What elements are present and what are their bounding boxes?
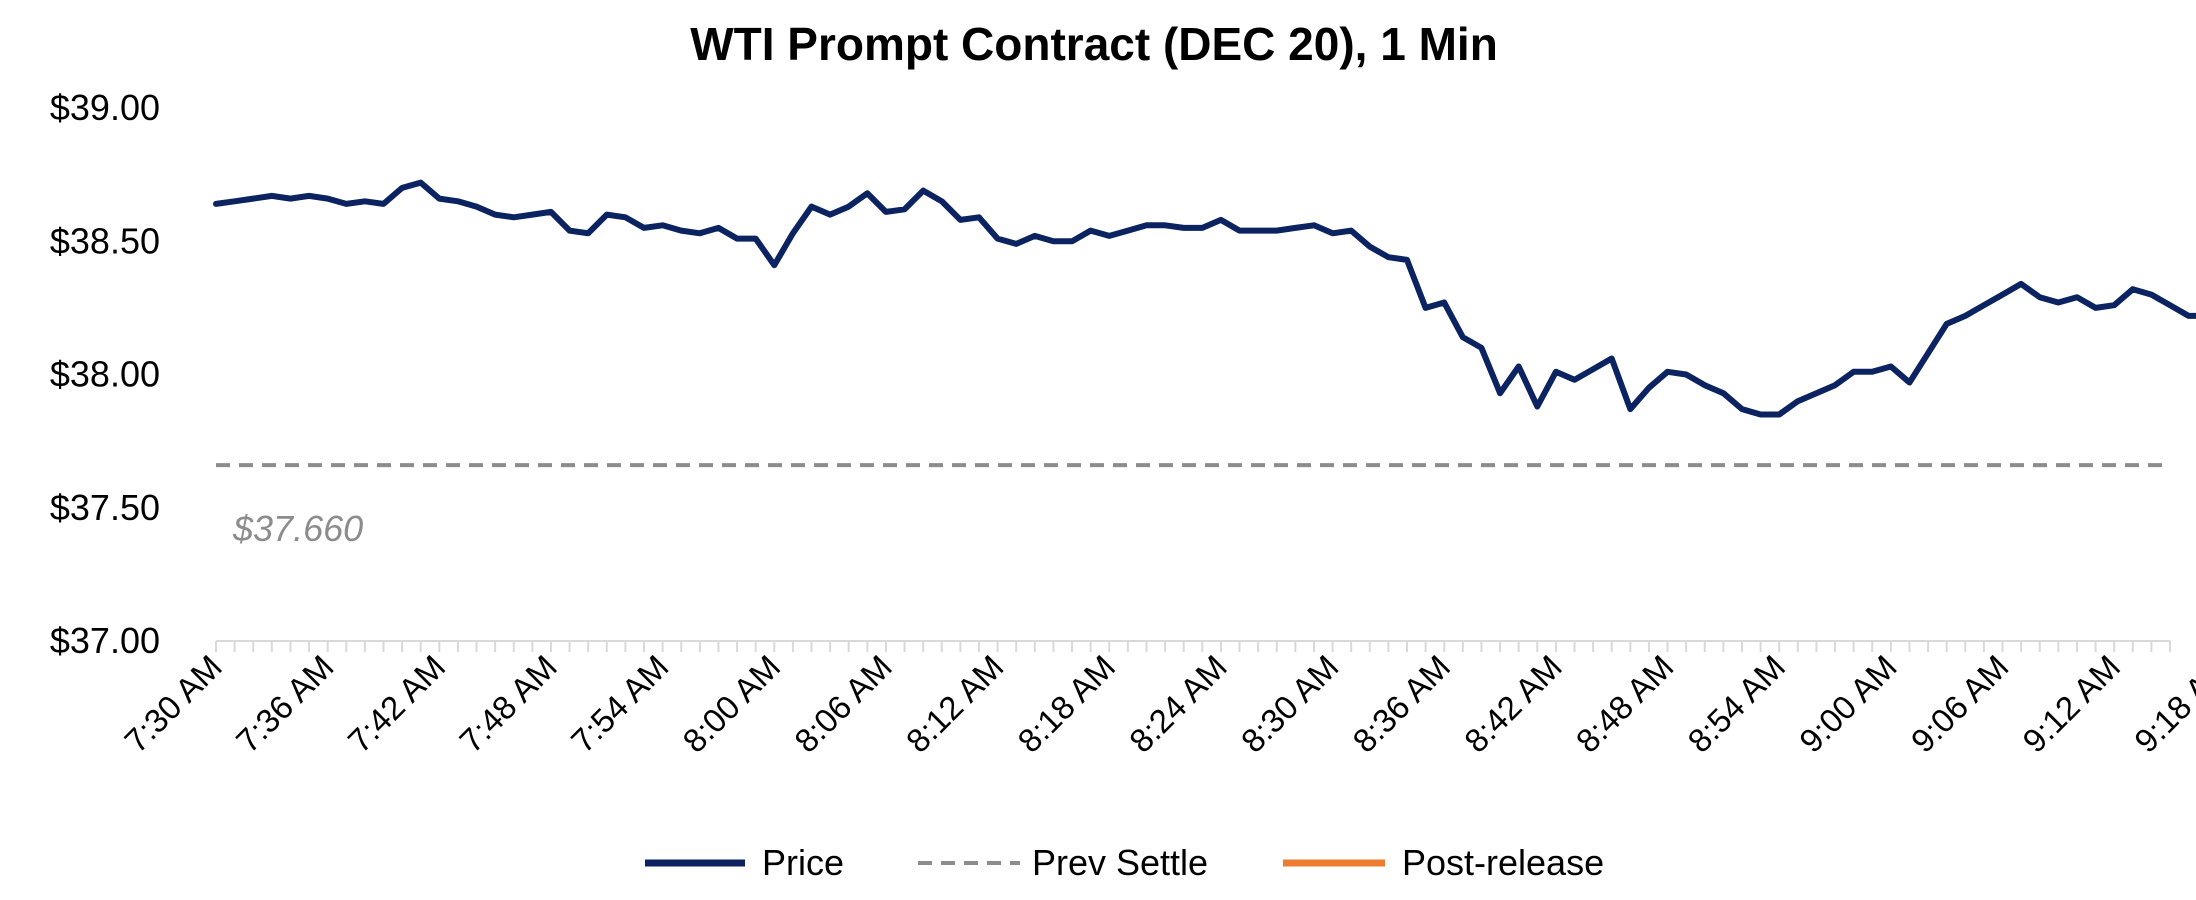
- y-tick-label: $38.50: [50, 220, 160, 261]
- legend[interactable]: Price Prev Settle Post-release: [645, 842, 1604, 883]
- x-tick-label: 7:48 AM: [452, 648, 564, 760]
- legend-label[interactable]: Price: [762, 842, 844, 883]
- x-tick-label: 7:42 AM: [340, 648, 452, 760]
- x-tick-label: 7:54 AM: [564, 648, 676, 760]
- x-tick-label: 7:30 AM: [117, 648, 229, 760]
- x-tick-label: 8:00 AM: [675, 648, 787, 760]
- x-axis: 7:30 AM 7:36 AM 7:42 AM 7:48 AM 7:54 AM 8:00 …: [117, 640, 2196, 760]
- series-layer: [213, 179, 2196, 468]
- annotation-layer: $37.660: [232, 508, 363, 549]
- x-tick-label: 8:30 AM: [1234, 648, 1346, 760]
- chart-title: WTI Prompt Contract (DEC 20), 1 Min: [690, 18, 1498, 70]
- x-tick-label: 8:54 AM: [1680, 648, 1792, 760]
- x-tick-label: 9:00 AM: [1792, 648, 1904, 760]
- x-tick-label: 9:06 AM: [1904, 648, 2016, 760]
- y-tick-label: $38.00: [50, 354, 160, 395]
- x-tick-label: 8:24 AM: [1122, 648, 1234, 760]
- x-tick-label: 8:48 AM: [1569, 648, 1681, 760]
- legend-label[interactable]: Post-release: [1402, 842, 1604, 883]
- y-tick-label: $37.00: [50, 620, 160, 661]
- x-tick-label: 7:36 AM: [229, 648, 341, 760]
- legend-label[interactable]: Prev Settle: [1032, 842, 1208, 883]
- x-tick-label: 9:12 AM: [2015, 648, 2127, 760]
- x-tick-label: 8:12 AM: [899, 648, 1011, 760]
- x-tick-label: 8:42 AM: [1457, 648, 1569, 760]
- series-price-line: [213, 179, 2196, 418]
- y-tick-label: $37.50: [50, 487, 160, 528]
- y-tick-label: $39.00: [50, 87, 160, 128]
- prev-settle-annotation: $37.660: [232, 508, 363, 549]
- x-tick-label: 8:36 AM: [1345, 648, 1457, 760]
- x-tick-label: 8:18 AM: [1010, 648, 1122, 760]
- x-tick-label: 8:06 AM: [787, 648, 899, 760]
- x-tick-label: 9:18 AM: [2127, 648, 2196, 760]
- y-axis: $37.00 $37.50 $38.00 $38.50 $39.00: [50, 87, 160, 661]
